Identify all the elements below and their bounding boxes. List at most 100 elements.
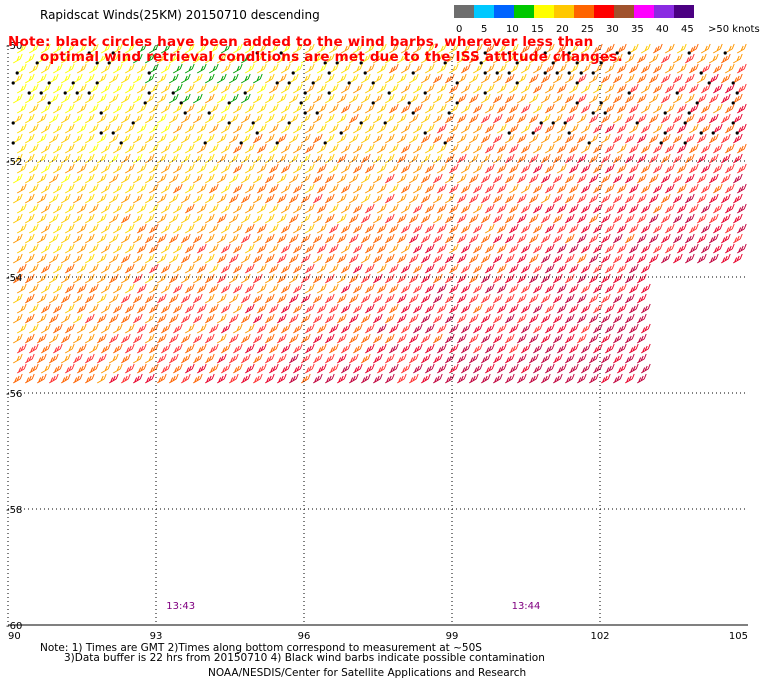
wind-barb: [640, 343, 651, 354]
wind-barb: [400, 123, 411, 134]
wind-barb: [216, 233, 227, 244]
legend-tick-label: 0: [456, 24, 463, 35]
wind-barb: [604, 323, 615, 334]
wind-barb: [12, 293, 23, 304]
wind-barb: [120, 333, 131, 344]
wind-barb: [328, 143, 339, 154]
wind-barb: [672, 93, 683, 104]
wind-barb: [360, 133, 371, 144]
wind-barb: [256, 163, 267, 174]
wind-barb: [588, 193, 599, 204]
wind-barb: [564, 293, 575, 304]
wind-barb: [468, 233, 479, 244]
wind-barb: [612, 173, 623, 184]
wind-barb: [400, 183, 411, 194]
wind-barb: [468, 213, 479, 224]
wind-barb: [136, 203, 147, 214]
wind-barb: [676, 183, 687, 194]
wind-barb: [576, 353, 587, 364]
wind-barb: [444, 153, 455, 164]
wind-barb: [388, 143, 399, 154]
wind-barb: [551, 113, 563, 125]
wind-barb: [276, 273, 287, 284]
wind-barb: [144, 233, 155, 244]
wind-barb: [736, 183, 747, 194]
wind-barb: [120, 233, 131, 244]
wind-barb: [120, 53, 131, 64]
wind-barb: [156, 73, 167, 84]
wind-barb: [636, 273, 647, 284]
wind-barb: [232, 63, 243, 74]
wind-barb: [372, 53, 383, 64]
wind-barb: [556, 343, 567, 354]
wind-barb: [648, 133, 659, 144]
wind-barb: [227, 113, 239, 125]
wind-barb: [564, 273, 575, 284]
wind-barb: [384, 133, 395, 144]
wind-barb: [735, 83, 747, 95]
wind-barb: [604, 303, 615, 314]
wind-barb: [108, 193, 119, 204]
wind-barb: [16, 143, 27, 154]
wind-barb: [444, 113, 455, 124]
wind-barb: [160, 303, 171, 314]
wind-barb: [504, 213, 515, 224]
wind-barb: [276, 333, 287, 344]
wind-barb: [624, 173, 635, 184]
wind-barb: [156, 193, 167, 204]
legend-tick-label: 35: [631, 24, 644, 35]
wind-barb: [448, 43, 459, 54]
wind-barb: [424, 363, 435, 374]
wind-barb: [144, 293, 155, 304]
wind-barb: [12, 333, 23, 344]
wind-barb: [575, 73, 587, 85]
wind-barb: [412, 303, 423, 314]
wind-barb: [52, 263, 63, 274]
wind-barb: [172, 143, 183, 154]
wind-barb: [196, 183, 207, 194]
wind-barb: [448, 263, 459, 274]
wind-barb: [300, 153, 311, 164]
wind-barb: [232, 303, 243, 314]
wind-barb: [492, 53, 503, 64]
wind-barb: [28, 363, 39, 374]
wind-barb: [520, 223, 531, 234]
wind-barb: [624, 233, 635, 244]
wind-barb: [39, 83, 51, 95]
wind-barb: [84, 253, 95, 264]
wind-barb: [196, 363, 207, 374]
wind-barb: [64, 103, 75, 114]
wind-barb: [108, 133, 119, 144]
wind-barb: [552, 293, 563, 304]
wind-barb: [540, 213, 551, 224]
wind-barb: [72, 173, 83, 184]
wind-barb: [664, 43, 675, 54]
wind-barb: [292, 183, 303, 194]
wind-barb: [256, 183, 267, 194]
wind-barb: [340, 43, 351, 54]
wind-barb: [72, 293, 83, 304]
wind-barb: [36, 193, 47, 204]
wind-barb: [528, 53, 539, 64]
wind-barb: [600, 293, 611, 304]
wind-barb: [256, 63, 267, 74]
wind-barb: [516, 133, 527, 144]
wind-barb: [132, 173, 143, 184]
wind-barb: [520, 143, 531, 154]
wind-barb: [556, 263, 567, 274]
wind-barbs-layer: [11, 43, 747, 384]
legend-swatch: [614, 5, 634, 18]
wind-barb: [588, 93, 599, 104]
wind-barb: [255, 43, 267, 55]
wind-barb: [220, 183, 231, 194]
wind-barb: [359, 113, 371, 125]
wind-barb: [172, 243, 183, 254]
wind-barb: [627, 83, 639, 95]
wind-barb: [636, 173, 647, 184]
wind-barb: [612, 333, 623, 344]
wind-barb: [372, 153, 383, 164]
wind-barb: [604, 223, 615, 234]
wind-barb: [88, 303, 99, 314]
lon-tick-label: 96: [298, 631, 311, 642]
wind-barb: [240, 173, 251, 184]
